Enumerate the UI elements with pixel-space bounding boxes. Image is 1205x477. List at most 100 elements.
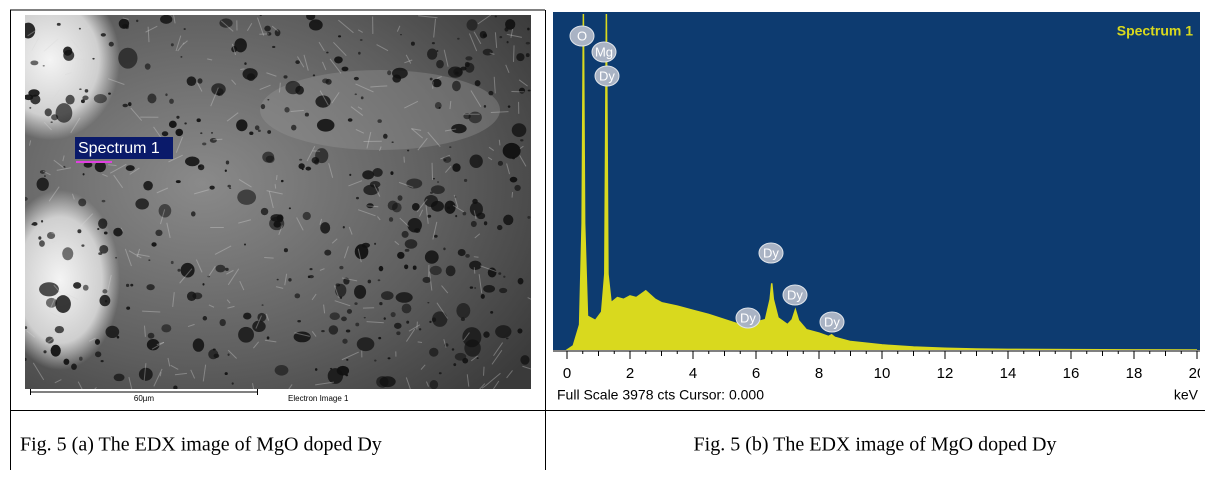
pore [520, 139, 523, 141]
pore [92, 58, 94, 60]
pore [101, 360, 104, 362]
pore [439, 372, 442, 374]
pore [348, 118, 353, 121]
pore [425, 250, 439, 263]
pore [50, 121, 52, 123]
pore [470, 286, 473, 288]
scale-bar-label: 60µm [134, 394, 155, 403]
pore [343, 226, 345, 228]
peak-label: Mg [595, 44, 613, 59]
pore [62, 247, 73, 260]
pore [210, 138, 217, 143]
pore [219, 18, 232, 27]
pore [28, 89, 39, 96]
pore [176, 116, 179, 119]
pore [360, 39, 363, 41]
pore [499, 288, 507, 293]
page: 60µm Electron Image 1 Spectrum 1 O Mg Dy Dy… [0, 0, 1205, 477]
x-tick-label: 6 [752, 365, 760, 382]
pore [284, 248, 288, 252]
pore [453, 363, 456, 366]
pore [302, 168, 304, 170]
pore [504, 27, 508, 31]
peak-label: Dy [824, 314, 840, 329]
pore [465, 56, 472, 60]
pore [267, 130, 271, 134]
pore [225, 170, 227, 172]
pore [226, 161, 229, 165]
pore [298, 163, 304, 169]
pore [308, 275, 310, 278]
pore [342, 339, 347, 344]
footer: Full Scale 3978 cts Cursor: 0.000 [557, 387, 764, 403]
pore [383, 134, 388, 139]
pore [469, 261, 481, 270]
pore [475, 80, 481, 86]
peak-label: Dy [599, 68, 615, 83]
pore [303, 212, 311, 220]
pore [306, 167, 312, 171]
pore [94, 94, 107, 103]
pore [115, 257, 117, 259]
pore [243, 313, 251, 320]
pore [516, 53, 524, 61]
pore [244, 243, 246, 245]
pore [469, 112, 482, 124]
pore [449, 146, 451, 148]
pore [457, 38, 460, 40]
pore [495, 15, 497, 17]
pore [266, 156, 275, 163]
pore [262, 304, 264, 305]
pore [414, 228, 420, 233]
caption: Fig. 5 (a) The EDX image of MgO doped Dy [20, 434, 382, 456]
pore [373, 168, 383, 177]
image-name: Electron Image 1 [288, 394, 349, 403]
pore [402, 304, 412, 314]
x-tick-label: 8 [815, 365, 823, 382]
pore [261, 104, 265, 109]
pore [78, 198, 86, 206]
pore [47, 232, 55, 239]
pore [23, 197, 28, 201]
pore [497, 225, 502, 230]
pore [377, 119, 381, 123]
peak-label: O [577, 28, 587, 43]
pore [295, 293, 301, 298]
pore [480, 31, 487, 39]
pore [455, 215, 457, 217]
pore [171, 261, 174, 264]
pore [232, 382, 234, 384]
pore [258, 130, 261, 133]
x-tick-label: 12 [937, 365, 954, 382]
pore [374, 243, 376, 245]
pore [198, 165, 201, 167]
pore [81, 244, 84, 246]
pore [95, 351, 101, 357]
pore [306, 12, 315, 20]
pore [520, 355, 529, 365]
pore [283, 75, 287, 78]
pore [277, 279, 279, 281]
pore [77, 229, 81, 233]
pore [83, 173, 85, 175]
pore [452, 348, 455, 350]
pore [159, 204, 172, 218]
x-axis-label: keV [1174, 387, 1199, 403]
pore [151, 242, 156, 246]
pore [431, 201, 444, 212]
pore [130, 284, 133, 287]
pore [402, 231, 409, 238]
pore [518, 278, 524, 285]
pore [388, 201, 398, 211]
pore [192, 292, 202, 299]
pore [436, 50, 438, 52]
pore [503, 276, 505, 278]
pore [41, 220, 43, 223]
x-tick-label: 14 [1000, 365, 1017, 382]
ridge [499, 140, 500, 146]
x-tick-label: 0 [563, 365, 571, 382]
pore [405, 239, 418, 249]
pore [203, 316, 208, 320]
pore [342, 67, 349, 72]
spot-label: Spectrum 1 [78, 140, 160, 157]
